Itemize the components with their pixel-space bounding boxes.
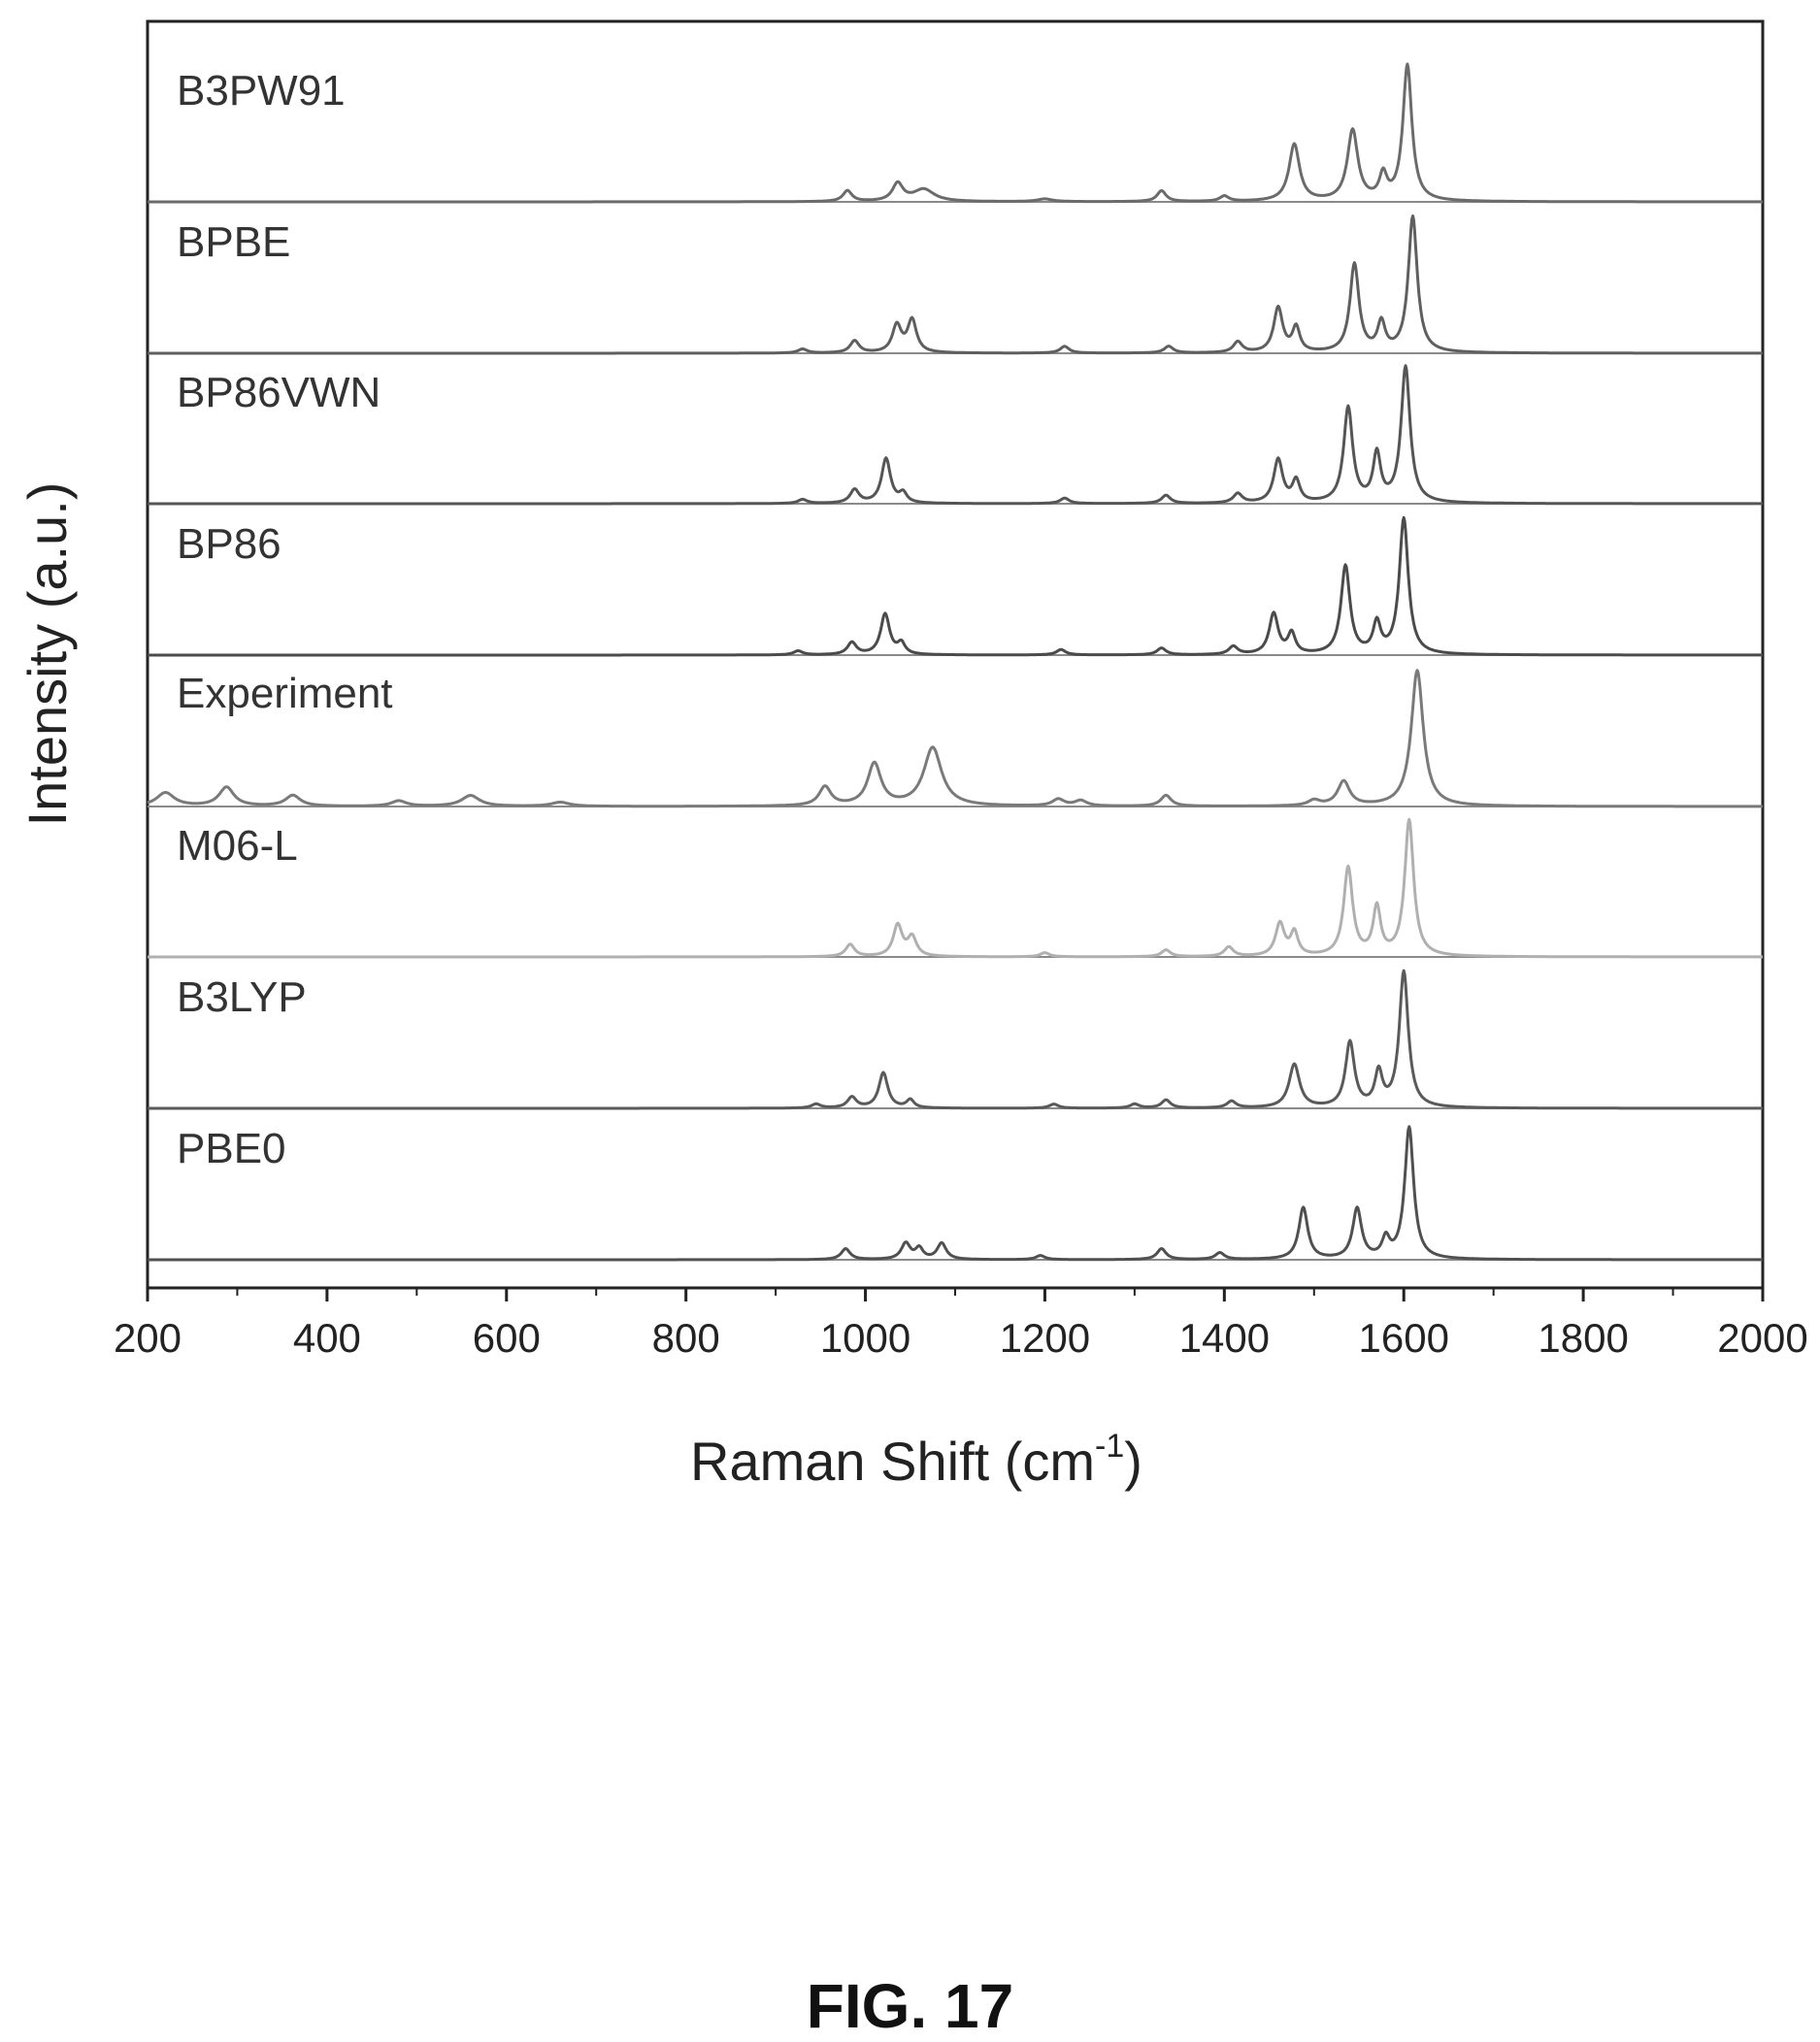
spectrum-line (147, 1125, 1764, 1262)
x-tick-label: 600 (473, 1315, 541, 1361)
series-label: Experiment (177, 670, 393, 717)
trace-baselines (148, 201, 1763, 1261)
x-tick-label: 200 (114, 1315, 182, 1361)
spectrum-line (147, 62, 1764, 204)
x-axis-ticks: 200 400 600 800 1000 1200 1400 1600 1800 2000 (114, 1288, 1808, 1361)
spectrum-line (147, 364, 1764, 506)
x-tick-label: 1600 (1359, 1315, 1449, 1361)
spectrum-line (147, 669, 1764, 808)
x-axis-title-superscript: -1 (1095, 1428, 1124, 1465)
x-tick-label: 1000 (820, 1315, 910, 1361)
x-tick-label: 1800 (1538, 1315, 1628, 1361)
x-axis-title-text: Raman Shift (cm (690, 1431, 1095, 1492)
spectrum-line (147, 817, 1764, 959)
series-label: BP86 (177, 520, 281, 568)
x-tick-label: 2000 (1717, 1315, 1807, 1361)
x-tick-label: 1400 (1179, 1315, 1270, 1361)
series-label: M06-L (177, 822, 298, 870)
series-label: PBE0 (177, 1125, 286, 1172)
series-label: B3LYP (177, 973, 307, 1021)
x-axis-title: Raman Shift (cm-1) (690, 1428, 1142, 1492)
series-label: B3PW91 (177, 67, 346, 115)
spectrum-line (147, 214, 1764, 355)
y-axis-title: Intensity (a.u.) (17, 482, 78, 827)
x-tick-label: 1200 (1000, 1315, 1090, 1361)
spectrum-line (147, 515, 1764, 657)
series-label: BPBE (177, 218, 290, 266)
x-tick-label: 400 (293, 1315, 361, 1361)
x-axis-title-close: ) (1124, 1431, 1142, 1492)
series-labels: B3PW91 BPBE BP86VWN BP86 Experiment M06-L B3LY… (177, 67, 393, 1172)
figure-caption: FIG. 17 (806, 1971, 1014, 2041)
x-tick-label: 800 (652, 1315, 720, 1361)
spectrum-traces (147, 62, 1764, 1262)
spectrum-line (147, 969, 1764, 1110)
series-label: BP86VWN (177, 369, 381, 416)
